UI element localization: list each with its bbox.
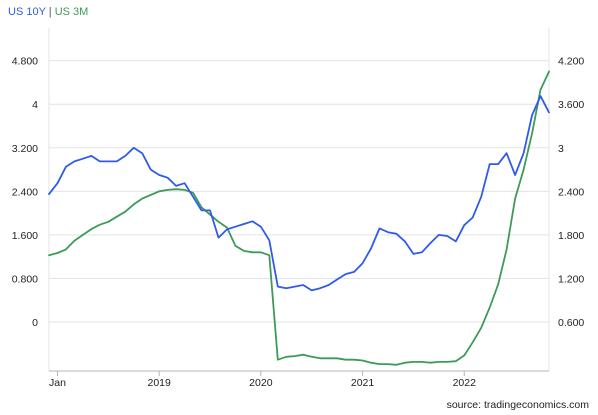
us10y-line (48, 95, 550, 292)
x-tick-label: Jan (49, 377, 66, 389)
y-right-tick-label: 3.600 (558, 99, 584, 111)
chart-legend: US 10Y | US 3M (8, 6, 88, 18)
y-left-tick-label: 4 (32, 99, 38, 111)
legend-separator: | (48, 6, 52, 18)
y-right-tick-label: 1.200 (558, 273, 584, 285)
y-left-tick-label: 0.800 (12, 273, 38, 285)
y-right-tick-label: 3 (558, 143, 564, 155)
x-tick-label: 2022 (453, 377, 477, 389)
y-right-tick-label: 2.400 (558, 186, 584, 198)
y-right-tick-label: 1.800 (558, 230, 584, 242)
y-left-tick-label: 3.200 (12, 143, 38, 155)
x-tick-label: 2019 (147, 377, 171, 389)
us3m-line (48, 70, 550, 366)
y-left-tick-label: 4.800 (12, 56, 38, 68)
y-left-tick-label: 2.400 (12, 186, 38, 198)
y-left-tick-label: 0 (32, 317, 38, 329)
source-credit: source: tradingeconomics.com (446, 399, 589, 411)
legend-us3m[interactable]: US 3M (54, 6, 89, 18)
x-tick-label: 2021 (351, 377, 375, 389)
y-right-tick-label: 4.200 (558, 56, 584, 68)
y-right-tick-label: 0.600 (558, 317, 584, 329)
x-tick-label: 2020 (249, 377, 273, 389)
legend-us10y[interactable]: US 10Y (8, 6, 46, 18)
y-left-tick-label: 1.600 (12, 230, 38, 242)
